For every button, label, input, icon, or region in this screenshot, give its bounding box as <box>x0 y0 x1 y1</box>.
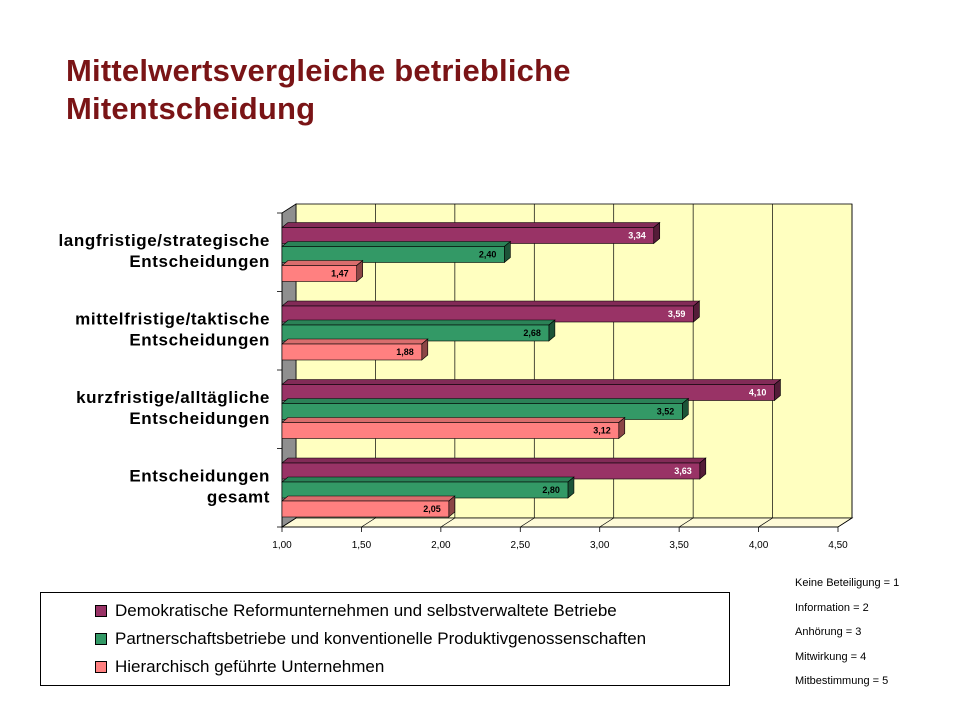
x-tick-label: 2,50 <box>511 540 531 551</box>
bar <box>281 462 701 480</box>
category-label: Entscheidungen <box>129 252 270 271</box>
bar <box>281 227 655 244</box>
gridline-floor <box>361 517 376 528</box>
legend-label: Partnerschaftsbetriebe und konventionell… <box>115 629 647 648</box>
bar <box>281 384 775 401</box>
gridline-floor <box>758 517 773 528</box>
legend-label: Demokratische Reformunternehmen und selb… <box>115 601 617 620</box>
data-label: 2,40 <box>479 250 497 260</box>
data-label: 3,12 <box>593 426 611 436</box>
bar-top <box>281 495 456 502</box>
category-label: langfristige/strategische <box>58 231 270 250</box>
category-label: Entscheidungen <box>129 409 270 428</box>
gridline-floor <box>520 517 535 528</box>
chart-title-line-1: Mittelwertsvergleiche betriebliche <box>66 53 571 88</box>
x-tick-label: 1,50 <box>352 540 372 551</box>
scale-notes: Keine Beteiligung = 1 Information = 2 An… <box>795 576 899 699</box>
gridline-floor <box>678 517 694 528</box>
bar <box>281 343 423 361</box>
data-label: 4,10 <box>749 388 767 398</box>
legend-swatch <box>95 605 107 617</box>
chart-title: Mittelwertsvergleiche betriebliche Miten… <box>66 52 826 128</box>
bar <box>281 500 450 518</box>
legend-swatch <box>95 661 107 673</box>
x-tick-label: 4,00 <box>749 540 769 551</box>
x-tick-label: 2,00 <box>431 540 451 551</box>
bar <box>281 481 569 499</box>
bar <box>281 305 694 323</box>
bar <box>281 324 550 342</box>
bar-top <box>281 319 556 326</box>
x-tick-label: 3,00 <box>590 540 610 551</box>
scale-note: Anhörung = 3 <box>795 626 862 638</box>
legend: Demokratische Reformunternehmen und selb… <box>40 592 730 686</box>
bar <box>281 246 505 263</box>
x-tick-label: 4,50 <box>828 540 848 551</box>
bar-top <box>281 379 782 385</box>
scale-note: Information = 2 <box>795 601 869 614</box>
legend-label: Hierarchisch geführte Unternehmen <box>115 657 385 676</box>
bar-top <box>281 398 690 404</box>
legend-swatch <box>95 633 107 645</box>
legend-item: Demokratische Reformunternehmen und selb… <box>95 601 617 621</box>
bar-top <box>281 457 707 464</box>
data-label: 1,88 <box>396 347 414 357</box>
scale-note: Mitwirkung = 4 <box>795 650 867 663</box>
bar-top <box>281 417 626 423</box>
bar-top <box>281 241 512 247</box>
legend-item: Partnerschaftsbetriebe und konventionell… <box>95 629 646 649</box>
x-tick-label: 1,00 <box>272 540 292 551</box>
bar <box>281 265 357 282</box>
category-label: kurzfristige/alltägliche <box>76 388 270 407</box>
category-label: mittelfristige/taktische <box>75 309 270 328</box>
legend-item: Hierarchisch geführte Unternehmen <box>95 657 384 677</box>
bar-chart: 1,00 1,50 2,00 2,50 3,00 3,50 4,00 4,50 3,34 2,40… <box>58 203 854 551</box>
bar-top <box>281 222 661 228</box>
category-label: Entscheidungen <box>129 466 270 485</box>
bar-top <box>281 476 575 483</box>
data-label: 3,52 <box>657 407 675 417</box>
scale-note: Keine Beteiligung = 1 <box>795 577 900 589</box>
category-label: gesamt <box>207 487 270 506</box>
gridline-floor <box>440 517 456 528</box>
data-label: 2,68 <box>523 328 541 338</box>
bar <box>281 422 620 439</box>
bar-top <box>281 260 364 266</box>
bar-top <box>281 300 701 307</box>
data-label: 2,80 <box>542 485 560 495</box>
x-tick-label: 3,50 <box>669 540 689 551</box>
chart-title-line-2: Mitentscheidung <box>66 91 316 126</box>
data-label: 3,34 <box>628 231 646 241</box>
data-label: 3,63 <box>674 466 692 476</box>
bar <box>281 403 683 420</box>
bar-top <box>281 338 429 345</box>
gridline-floor <box>837 517 853 528</box>
data-label: 2,05 <box>423 504 441 514</box>
data-label: 1,47 <box>331 269 349 279</box>
gridline-floor <box>599 517 614 528</box>
data-label: 3,59 <box>668 309 686 319</box>
scale-note: Mitbestimmung = 5 <box>795 675 889 687</box>
plot-floor <box>280 517 854 528</box>
category-label: Entscheidungen <box>129 330 270 349</box>
